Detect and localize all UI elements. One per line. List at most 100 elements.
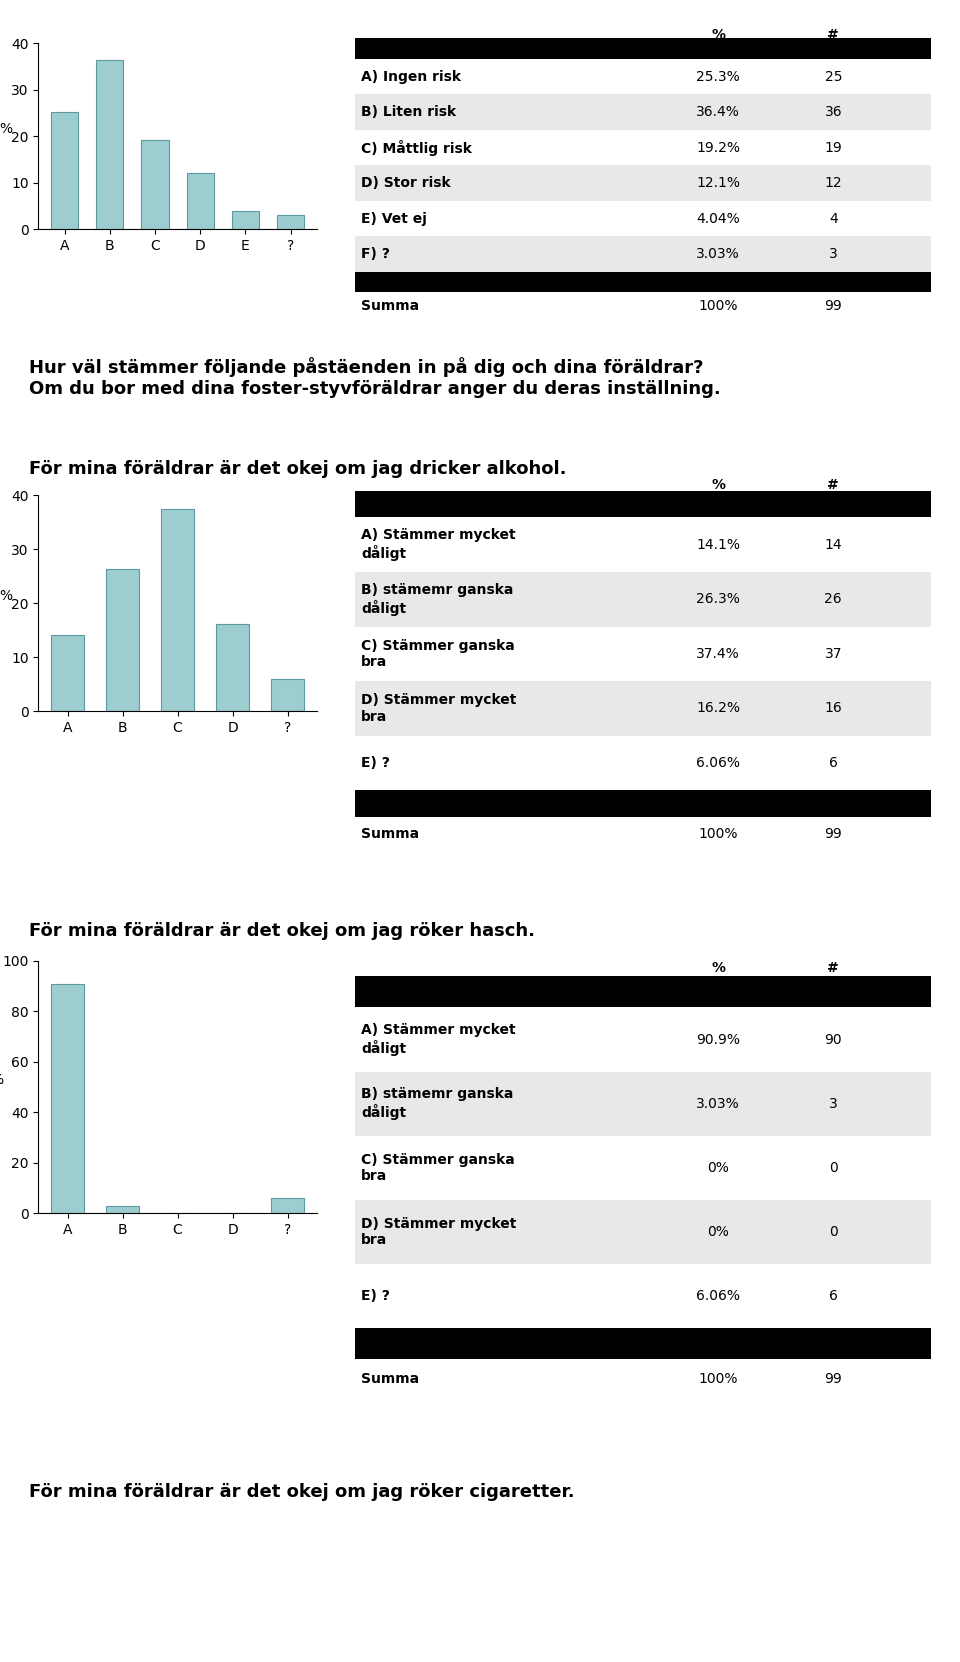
Text: För mina föräldrar är det okej om jag dricker alkohol.: För mina föräldrar är det okej om jag dr… <box>29 460 566 479</box>
Text: 6.06%: 6.06% <box>696 756 740 770</box>
Text: 6: 6 <box>828 1290 838 1303</box>
Text: 36: 36 <box>825 105 842 120</box>
Text: 0: 0 <box>828 1225 838 1238</box>
Text: 6.06%: 6.06% <box>696 1290 740 1303</box>
Bar <box>96 60 124 229</box>
Y-axis label: %: % <box>0 590 12 603</box>
Bar <box>106 1205 139 1213</box>
Bar <box>355 1200 931 1265</box>
Text: C) Måttlig risk: C) Måttlig risk <box>361 140 471 156</box>
Text: 12.1%: 12.1% <box>696 176 740 189</box>
Bar <box>355 1328 931 1360</box>
Text: 90.9%: 90.9% <box>696 1032 740 1047</box>
Text: 26: 26 <box>825 592 842 607</box>
Text: 100%: 100% <box>698 1373 738 1386</box>
Bar <box>355 681 931 736</box>
Text: D) Stämmer mycket
bra: D) Stämmer mycket bra <box>361 1217 516 1246</box>
Text: 37: 37 <box>825 647 842 661</box>
Bar <box>355 38 931 58</box>
Bar <box>355 95 931 130</box>
Text: B) stämemr ganska
dåligt: B) stämemr ganska dåligt <box>361 1087 514 1120</box>
Bar <box>161 509 194 711</box>
Text: D) Stor risk: D) Stor risk <box>361 176 450 189</box>
Bar <box>355 1007 931 1072</box>
Bar <box>231 211 259 229</box>
Text: 3: 3 <box>828 1097 838 1110</box>
Bar <box>51 984 84 1213</box>
Text: E) Vet ej: E) Vet ej <box>361 211 427 226</box>
Text: 0%: 0% <box>708 1225 729 1238</box>
Text: C) Stämmer ganska
bra: C) Stämmer ganska bra <box>361 1153 515 1183</box>
Text: Summa: Summa <box>361 1373 420 1386</box>
Text: 37.4%: 37.4% <box>696 647 740 661</box>
Bar <box>355 58 931 95</box>
Text: 6: 6 <box>828 756 838 770</box>
Bar <box>355 1135 931 1200</box>
Y-axis label: %: % <box>0 1074 3 1087</box>
Bar <box>106 570 139 711</box>
Text: 0: 0 <box>828 1160 838 1175</box>
Text: För mina föräldrar är det okej om jag röker hasch.: För mina föräldrar är det okej om jag rö… <box>29 922 535 941</box>
Bar <box>277 216 304 229</box>
Bar <box>355 201 931 236</box>
Text: 25.3%: 25.3% <box>696 70 740 83</box>
Text: Summa: Summa <box>361 299 420 312</box>
Bar <box>355 791 931 816</box>
Bar <box>355 236 931 273</box>
Text: B) Liten risk: B) Liten risk <box>361 105 456 120</box>
Text: 100%: 100% <box>698 299 738 312</box>
Bar <box>216 623 250 711</box>
Text: 16.2%: 16.2% <box>696 701 740 715</box>
Text: 14: 14 <box>825 538 842 552</box>
Text: 4: 4 <box>828 211 838 226</box>
Bar <box>355 976 931 1007</box>
Bar <box>271 678 304 711</box>
Text: 100%: 100% <box>698 828 738 841</box>
Bar <box>355 517 931 572</box>
Bar <box>141 140 169 229</box>
Text: B) stämemr ganska
dåligt: B) stämemr ganska dåligt <box>361 583 514 615</box>
Text: A) Stämmer mycket
dåligt: A) Stämmer mycket dåligt <box>361 1024 516 1055</box>
Text: Summa: Summa <box>361 828 420 841</box>
Bar <box>355 572 931 627</box>
Text: 4.04%: 4.04% <box>696 211 740 226</box>
Text: 19: 19 <box>825 141 842 155</box>
Text: %: % <box>711 28 725 42</box>
Text: D) Stämmer mycket
bra: D) Stämmer mycket bra <box>361 693 516 723</box>
Text: 25: 25 <box>825 70 842 83</box>
Text: 19.2%: 19.2% <box>696 141 740 155</box>
Text: 99: 99 <box>825 299 842 312</box>
Text: För mina föräldrar är det okej om jag röker cigaretter.: För mina föräldrar är det okej om jag rö… <box>29 1483 574 1501</box>
Bar <box>355 130 931 165</box>
Bar <box>355 627 931 681</box>
Bar <box>355 490 931 517</box>
Text: 26.3%: 26.3% <box>696 592 740 607</box>
Bar <box>355 1072 931 1135</box>
Text: %: % <box>711 961 725 974</box>
Bar <box>355 165 931 201</box>
Text: 16: 16 <box>825 701 842 715</box>
Text: F) ?: F) ? <box>361 248 390 261</box>
Text: 12: 12 <box>825 176 842 189</box>
Text: 14.1%: 14.1% <box>696 538 740 552</box>
Text: Hur väl stämmer följande påstäenden in på dig och dina föräldrar?
Om du bor med : Hur väl stämmer följande påstäenden in p… <box>29 357 721 399</box>
Text: E) ?: E) ? <box>361 756 390 770</box>
Text: #: # <box>828 28 839 42</box>
Text: A) Stämmer mycket
dåligt: A) Stämmer mycket dåligt <box>361 529 516 562</box>
Y-axis label: %: % <box>0 123 12 136</box>
Text: C) Stämmer ganska
bra: C) Stämmer ganska bra <box>361 638 515 670</box>
Bar <box>51 635 84 711</box>
Bar <box>355 1265 931 1328</box>
Text: 99: 99 <box>825 828 842 841</box>
Text: 0%: 0% <box>708 1160 729 1175</box>
Text: %: % <box>711 477 725 492</box>
Text: A) Ingen risk: A) Ingen risk <box>361 70 461 83</box>
Text: 3.03%: 3.03% <box>696 1097 740 1110</box>
Bar <box>271 1198 304 1213</box>
Text: 90: 90 <box>825 1032 842 1047</box>
Bar <box>51 111 78 229</box>
Text: 3.03%: 3.03% <box>696 248 740 261</box>
Text: #: # <box>828 477 839 492</box>
Bar <box>186 173 214 229</box>
Text: #: # <box>828 961 839 974</box>
